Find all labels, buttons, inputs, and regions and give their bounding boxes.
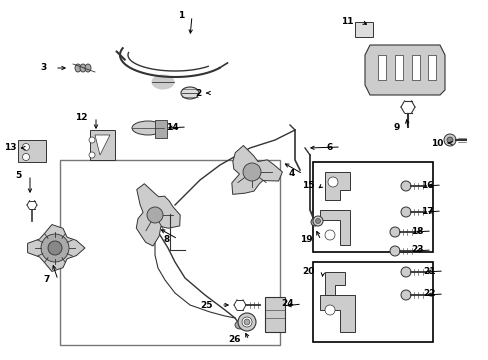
Circle shape (89, 137, 95, 143)
Circle shape (243, 163, 261, 181)
Text: 5: 5 (16, 171, 22, 180)
Text: 23: 23 (411, 246, 423, 255)
Bar (394, 55, 402, 80)
Text: 16: 16 (421, 180, 433, 189)
Bar (264, 297, 285, 332)
Ellipse shape (310, 218, 318, 226)
Circle shape (446, 137, 452, 143)
Text: 11: 11 (341, 18, 353, 27)
Bar (377, 55, 385, 80)
Circle shape (41, 234, 69, 262)
Text: 2: 2 (195, 89, 202, 98)
Ellipse shape (152, 75, 174, 89)
Ellipse shape (235, 321, 244, 329)
Bar (312, 262, 432, 342)
Polygon shape (319, 295, 354, 332)
Bar (427, 55, 435, 80)
Circle shape (22, 144, 29, 150)
Ellipse shape (132, 121, 163, 135)
Circle shape (327, 177, 337, 187)
Text: 13: 13 (4, 144, 17, 153)
Polygon shape (90, 130, 115, 160)
Text: 7: 7 (43, 275, 50, 284)
Text: 21: 21 (423, 266, 435, 275)
Ellipse shape (75, 64, 81, 72)
Text: 18: 18 (411, 226, 423, 235)
Circle shape (315, 219, 320, 224)
Circle shape (238, 313, 256, 331)
Text: 6: 6 (326, 143, 332, 152)
Circle shape (400, 207, 410, 217)
Circle shape (22, 153, 29, 161)
Polygon shape (319, 210, 349, 245)
Circle shape (389, 227, 399, 237)
Text: 9: 9 (393, 123, 399, 132)
Circle shape (89, 152, 95, 158)
Ellipse shape (181, 87, 199, 99)
Text: 17: 17 (421, 207, 433, 216)
Text: 1: 1 (177, 12, 183, 21)
Ellipse shape (85, 64, 91, 72)
Bar (411, 55, 419, 80)
Circle shape (400, 290, 410, 300)
Bar (354, 22, 372, 37)
Circle shape (400, 267, 410, 277)
Circle shape (147, 207, 163, 223)
Polygon shape (27, 225, 85, 271)
Text: 3: 3 (41, 63, 47, 72)
Text: 12: 12 (75, 112, 88, 122)
Bar (155, 120, 167, 138)
Circle shape (312, 216, 323, 226)
Text: 14: 14 (166, 122, 179, 131)
Text: 26: 26 (228, 336, 241, 345)
Polygon shape (231, 145, 282, 194)
Text: 15: 15 (302, 180, 314, 189)
Circle shape (244, 319, 249, 325)
Text: 4: 4 (288, 170, 294, 179)
Circle shape (325, 305, 334, 315)
Text: 24: 24 (281, 300, 293, 309)
Text: 25: 25 (200, 301, 213, 310)
Polygon shape (325, 172, 349, 200)
Polygon shape (136, 184, 180, 246)
Text: 10: 10 (430, 139, 442, 148)
Bar (18, 140, 46, 162)
Text: 19: 19 (300, 235, 312, 244)
Polygon shape (364, 45, 444, 95)
Circle shape (48, 241, 62, 255)
Polygon shape (325, 272, 345, 295)
Circle shape (242, 317, 251, 327)
Ellipse shape (80, 64, 86, 72)
Text: 8: 8 (163, 234, 170, 243)
Circle shape (389, 246, 399, 256)
Circle shape (443, 134, 455, 146)
Polygon shape (95, 135, 110, 155)
Bar (312, 162, 432, 252)
Circle shape (400, 181, 410, 191)
Circle shape (325, 230, 334, 240)
Text: 22: 22 (423, 289, 435, 298)
Text: 20: 20 (302, 267, 314, 276)
